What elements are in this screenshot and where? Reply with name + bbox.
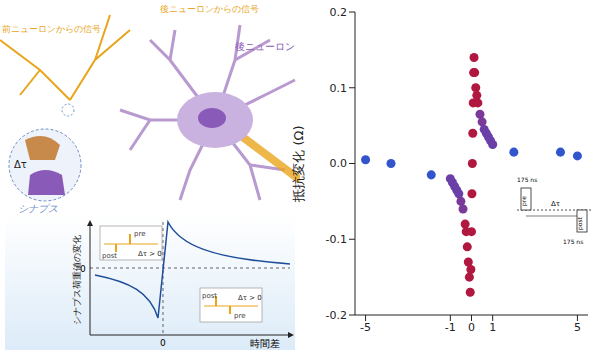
svg-text:5: 5 xyxy=(574,321,581,334)
svg-text:0.2: 0.2 xyxy=(330,6,348,19)
svg-text:post: post xyxy=(576,216,584,230)
svg-text:-0.2: -0.2 xyxy=(326,309,347,322)
svg-text:Δτ > 0: Δτ > 0 xyxy=(138,250,162,258)
svg-text:-1: -1 xyxy=(445,321,456,334)
svg-text:pre: pre xyxy=(234,312,245,320)
svg-text:抵抗変化 (Ω): 抵抗変化 (Ω) xyxy=(291,125,306,202)
svg-text:Δτ > 0: Δτ > 0 xyxy=(238,294,262,302)
svg-text:-5: -5 xyxy=(360,321,371,334)
svg-text:シナプス: シナプス xyxy=(18,203,58,214)
svg-text:175 ns: 175 ns xyxy=(517,176,537,183)
svg-text:後ニューロンからの信号: 後ニューロンからの信号 xyxy=(160,4,259,14)
svg-text:0.1: 0.1 xyxy=(330,82,348,95)
svg-text:時間差: 時間差 xyxy=(250,338,280,349)
svg-text:後ニューロン: 後ニューロン xyxy=(235,41,295,52)
svg-text:1: 1 xyxy=(489,321,496,334)
svg-text:Δτ: Δτ xyxy=(551,200,560,208)
svg-text:シナプス荷重値の変化: シナプス荷重値の変化 xyxy=(72,235,82,325)
svg-text:0.0: 0.0 xyxy=(330,157,348,170)
svg-text:Δτ: Δτ xyxy=(14,159,27,170)
svg-text:post: post xyxy=(102,252,117,260)
svg-text:0: 0 xyxy=(160,338,166,348)
svg-text:0: 0 xyxy=(80,264,86,274)
svg-text:175 ns: 175 ns xyxy=(563,238,583,245)
svg-text:pre: pre xyxy=(134,230,145,238)
svg-text:-0.1: -0.1 xyxy=(326,233,347,246)
svg-text:post: post xyxy=(202,292,217,300)
svg-text:前ニューロンからの信号: 前ニューロンからの信号 xyxy=(2,24,101,34)
svg-text:pre: pre xyxy=(520,196,528,206)
svg-text:0: 0 xyxy=(468,321,475,334)
